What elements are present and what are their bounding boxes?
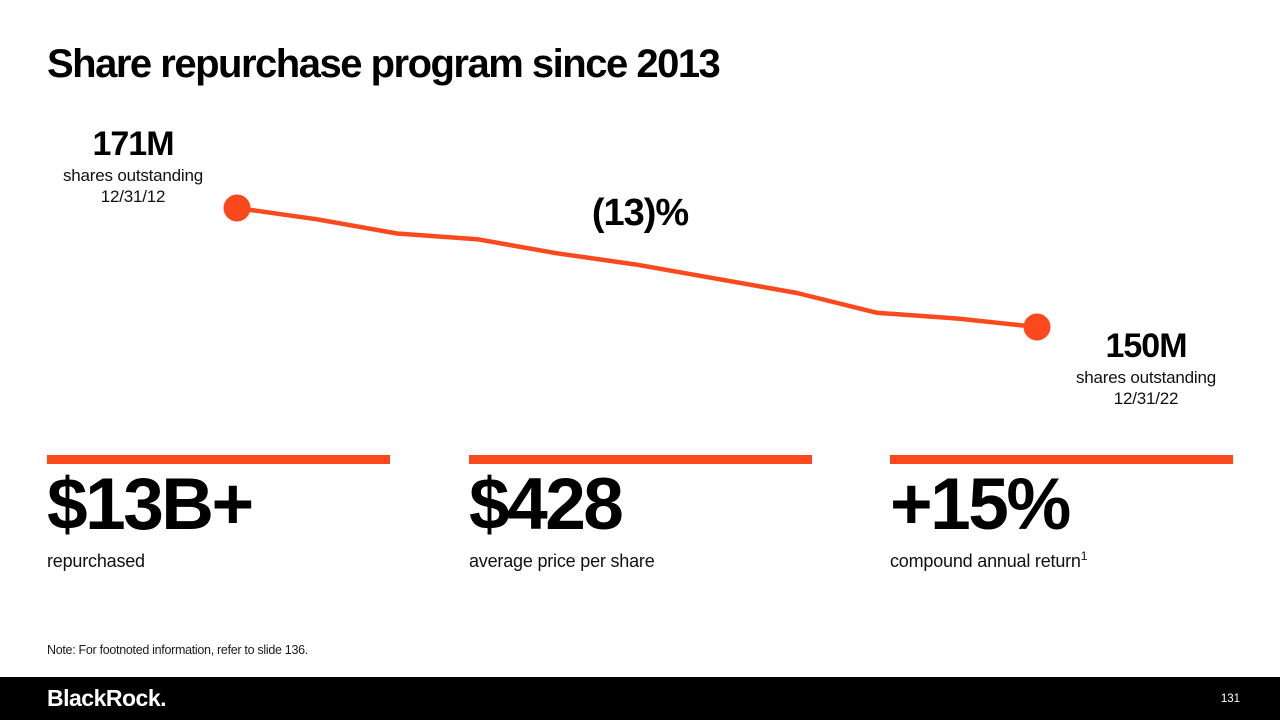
stat-label-text: compound annual return xyxy=(890,551,1081,571)
stat-value: +15% xyxy=(890,464,1071,545)
stat-label: compound annual return1 xyxy=(890,549,1233,572)
stat-footnote-marker: 1 xyxy=(1080,549,1088,563)
stat-accent-bar xyxy=(469,455,812,464)
stat-label-text: repurchased xyxy=(47,551,145,571)
percent-change-label: (13)% xyxy=(591,192,689,234)
stat-label: repurchased xyxy=(47,549,390,572)
start-point-value: 171M xyxy=(92,125,174,163)
stat-compound-return: +15% compound annual return1 xyxy=(890,455,1233,572)
end-point-annotation: 150M shares outstanding 12/31/22 xyxy=(1040,326,1252,409)
stat-label-text: average price per share xyxy=(469,551,655,571)
footnote-reference: Note: For footnoted information, refer t… xyxy=(47,643,308,657)
end-point-value: 150M xyxy=(1105,327,1187,365)
end-point-label: shares outstanding xyxy=(1075,367,1217,387)
stat-value: $428 xyxy=(469,464,624,545)
stat-average-price: $428 average price per share xyxy=(469,455,812,572)
end-point-date: 12/31/22 xyxy=(1113,389,1179,409)
start-point-label: shares outstanding xyxy=(62,165,204,185)
start-point-date: 12/31/12 xyxy=(100,187,166,207)
page-number: 131 xyxy=(1220,692,1240,705)
blackrock-logo: BlackRock. xyxy=(47,685,167,711)
stat-label: average price per share xyxy=(469,549,812,572)
slide-title: Share repurchase program since 2013 xyxy=(47,42,721,86)
stat-repurchased: $13B+ repurchased xyxy=(47,455,390,572)
stat-accent-bar xyxy=(47,455,390,464)
start-point-annotation: 171M shares outstanding 12/31/12 xyxy=(27,124,239,207)
stat-accent-bar xyxy=(890,455,1233,464)
stat-value: $13B+ xyxy=(47,464,254,545)
slide-footer: BlackRock. 131 xyxy=(0,677,1280,720)
